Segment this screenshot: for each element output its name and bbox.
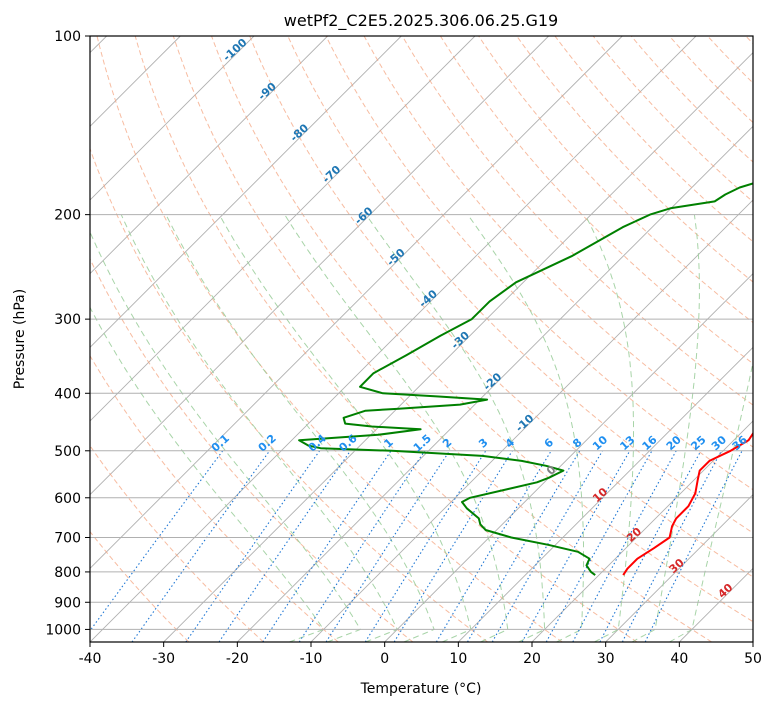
moist-adiabat [467, 214, 584, 642]
moist-adiabat [165, 214, 435, 642]
moist-adiabat [365, 214, 546, 642]
y-axis-label: Pressure (hPa) [12, 289, 28, 389]
temperature-line [622, 431, 753, 576]
dry-adiabat [478, 36, 753, 324]
isotherm-line [163, 52, 753, 642]
mixing-ratio-line [393, 450, 513, 642]
x-tick-label: 0 [380, 651, 389, 667]
mixing-ratio-line [325, 450, 451, 642]
y-tick-label: 100 [54, 29, 81, 45]
x-tick-label: -30 [152, 651, 175, 667]
mixing-ratio-line [491, 450, 603, 642]
x-tick-label: 10 [449, 651, 467, 667]
y-tick-label: 400 [54, 386, 81, 402]
plot-frame [89, 35, 754, 643]
dry-adiabat [90, 257, 414, 642]
dry-adiabat [134, 36, 638, 642]
dry-adiabat [325, 36, 753, 491]
isotherm-line [237, 125, 753, 642]
background-lines [90, 36, 753, 642]
mixing-ratio-line [185, 450, 321, 642]
y-tick-label: 200 [54, 208, 81, 224]
y-tick-label: 700 [54, 531, 81, 547]
x-tick-label: 50 [744, 651, 762, 667]
isotherm-line [90, 36, 255, 201]
isotherm-line [90, 36, 476, 422]
chart-title: wetPf2_C2E5.2025.306.06.25.G19 [284, 11, 558, 31]
y-tick-label: 1000 [45, 622, 81, 638]
mixing-ratio-line [572, 450, 677, 642]
y-tick-label: 800 [54, 565, 81, 581]
moist-adiabat [584, 214, 634, 642]
isotherm-line [90, 36, 402, 348]
isotherm-line [90, 36, 328, 275]
dry-adiabat [90, 147, 488, 642]
mixing-ratio-line [521, 450, 631, 642]
dry-adiabat [287, 36, 753, 534]
moist-adiabat [120, 214, 398, 642]
y-tick-label: 600 [54, 491, 81, 507]
moist-adiabat [669, 360, 753, 642]
dry-adiabat [439, 36, 753, 365]
isotherm-line [752, 641, 753, 642]
x-axis-ticks: -40 -30 -20 -10 0 10 20 30 40 50 [79, 642, 762, 667]
mixing-ratio-line [364, 450, 487, 642]
x-axis-label: Temperature (°C) [360, 681, 482, 697]
dewpoint-line [298, 182, 753, 576]
sounding-series [298, 182, 753, 576]
isotherm-line [384, 273, 753, 642]
isotherm-line [605, 494, 753, 642]
y-tick-label: 500 [54, 444, 81, 460]
dry-adiabat [172, 36, 712, 642]
x-tick-label: -10 [300, 651, 323, 667]
isotherm-line [531, 420, 753, 642]
isotherm-line [90, 36, 549, 496]
moist-adiabat [90, 230, 362, 642]
isotherm-line [458, 346, 753, 642]
dry-adiabat [401, 36, 753, 406]
isotherm-line [90, 36, 697, 642]
y-tick-label: 300 [54, 312, 81, 328]
mixing-ratio-line [467, 450, 581, 642]
dry-adiabat [249, 36, 753, 578]
isotherm-line [90, 36, 623, 569]
mixing-ratio-line [131, 450, 271, 642]
dry-adiabat [363, 36, 753, 448]
mixing-ratio-line [545, 450, 653, 642]
x-tick-label: 30 [597, 651, 615, 667]
dry-adiabat [211, 36, 753, 623]
x-tick-label: 40 [670, 651, 688, 667]
mixing-ratio-line [435, 450, 552, 642]
moist-adiabat [90, 306, 325, 642]
dry-adiabat [90, 354, 339, 642]
moist-adiabat [218, 214, 472, 642]
x-tick-label: 20 [523, 651, 541, 667]
x-tick-label: -40 [79, 651, 102, 667]
dry-adiabat [592, 36, 753, 203]
plot-background [90, 36, 753, 642]
x-tick-label: -20 [226, 651, 249, 667]
mixing-ratio-line [218, 450, 351, 642]
dry-adiabat [96, 36, 563, 642]
dry-adiabat [90, 530, 190, 642]
y-tick-label: 900 [54, 595, 81, 611]
y-axis-ticks: 100 200 300 400 500 600 700 800 900 1000 [45, 29, 90, 638]
